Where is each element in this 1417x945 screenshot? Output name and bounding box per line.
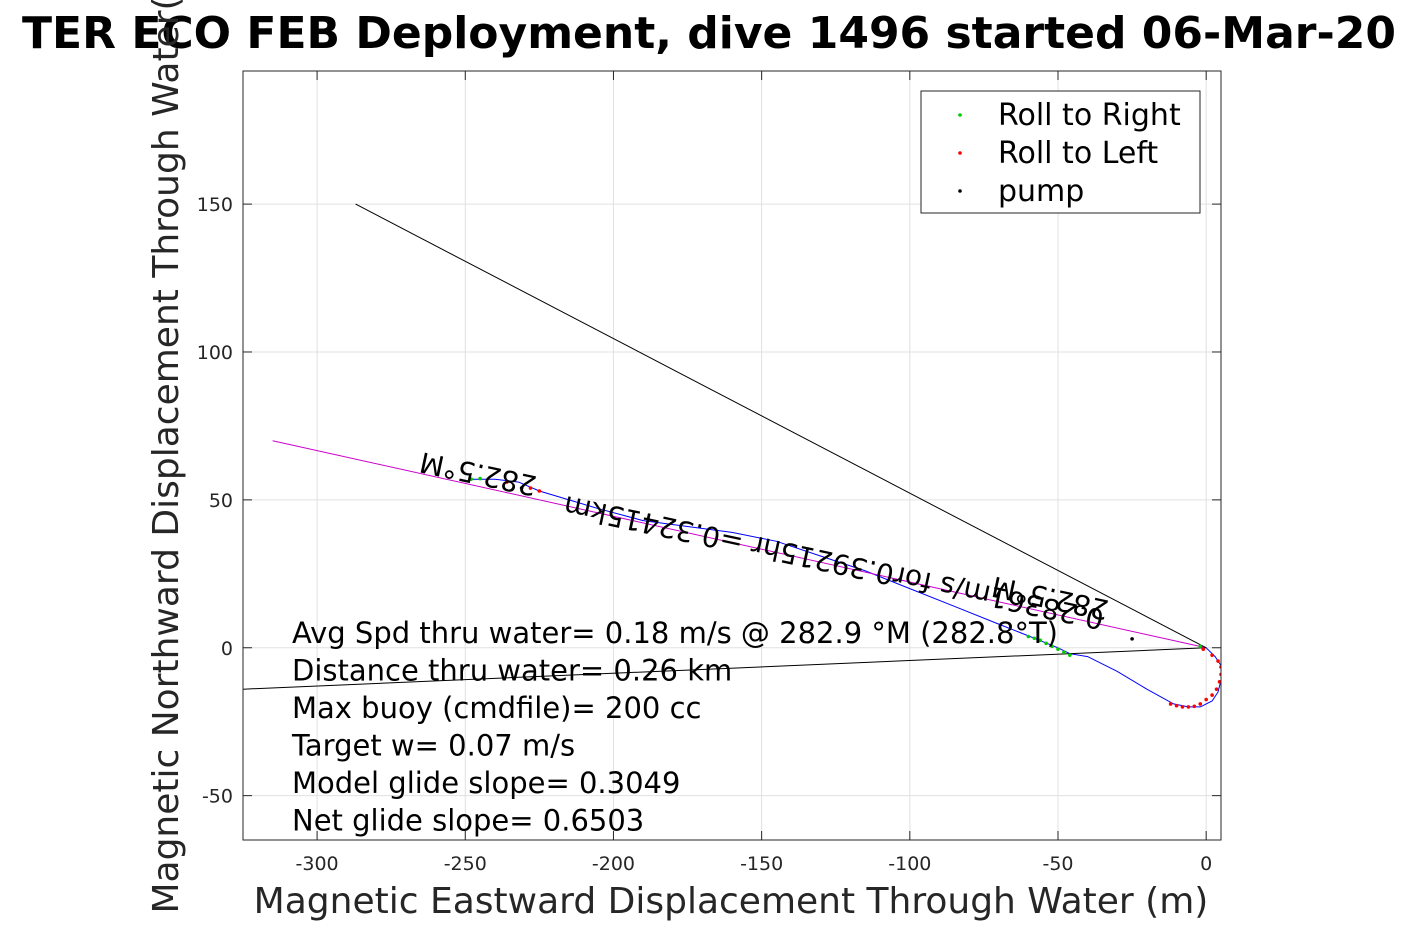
- x-tick-label: -250: [444, 853, 487, 875]
- x-axis-ticks: -300 -250 -200 -150 -100 -50 0: [296, 71, 1212, 875]
- marker-roll-right: [1062, 650, 1066, 654]
- marker-roll-left: [1217, 679, 1221, 684]
- marker-roll-left: [1198, 702, 1203, 706]
- marker-roll-left: [1214, 687, 1219, 691]
- marker-roll-left: [1204, 697, 1208, 702]
- marker-pump: [519, 486, 524, 490]
- y-tick-label: 0: [221, 638, 233, 660]
- marker-roll-left: [504, 480, 509, 484]
- marker-roll-left: [1192, 704, 1197, 709]
- y-tick-label: -50: [202, 786, 233, 808]
- stat-line: Model glide slope= 0.3049: [292, 766, 680, 800]
- marker-roll-right: [1198, 644, 1203, 649]
- marker-roll-left: [1174, 703, 1179, 708]
- series-heading-line: [272, 440, 1207, 649]
- marker-roll-right: [1056, 647, 1060, 652]
- x-tick-label: -100: [888, 853, 931, 875]
- marker-roll-right: [1032, 636, 1037, 641]
- legend-label-pump: pump: [998, 174, 1084, 209]
- marker-roll-right: [478, 476, 482, 481]
- legend-marker-pump: [958, 189, 962, 193]
- legend-box: [920, 90, 1201, 214]
- marker-layer: [469, 476, 1221, 709]
- stat-line: Distance thru water= 0.26 km: [292, 654, 732, 688]
- legend-marker-roll-left: [958, 151, 962, 155]
- marker-roll-left: [1180, 705, 1185, 709]
- x-tick-label: 0: [1200, 853, 1212, 875]
- marker-roll-right: [1026, 634, 1031, 639]
- stat-line: Net glide slope= 0.6503: [292, 804, 644, 838]
- stat-line: Max buoy (cmdfile)= 200 cc: [292, 691, 701, 725]
- marker-roll-right: [469, 477, 474, 481]
- series-reference-line-shallow: [243, 647, 1207, 690]
- y-axis-ticks: -50 0 50 100 150: [197, 194, 1221, 808]
- marker-roll-left: [1210, 693, 1214, 697]
- marker-roll-left: [1168, 702, 1173, 706]
- marker-roll-right: [1038, 638, 1043, 643]
- x-tick-label: -200: [592, 853, 635, 875]
- x-tick-label: -300: [296, 853, 339, 875]
- series-reference-line-steep: [355, 203, 1207, 649]
- chart-title: TER ECO FEB Deployment, dive 1496 starte…: [22, 8, 1396, 59]
- legend-label-roll-left: Roll to Left: [998, 136, 1158, 171]
- legend-marker-roll-right: [958, 113, 962, 117]
- y-axis-label: Magnetic Northward Displacement Through …: [146, 0, 187, 914]
- marker-roll-left: [1201, 647, 1206, 652]
- stat-line: Target w= 0.07 m/s: [291, 729, 575, 763]
- marker-roll-left: [1216, 659, 1220, 663]
- x-tick-label: -50: [1042, 853, 1073, 875]
- grid: [243, 71, 1221, 840]
- marker-roll-left: [537, 489, 542, 493]
- stat-line: Avg Spd thru water= 0.18 m/s @ 282.9 °M …: [292, 616, 1058, 650]
- marker-roll-left: [1186, 705, 1191, 709]
- marker-roll-left: [528, 486, 533, 490]
- marker-roll-right: [1068, 653, 1072, 657]
- legend: Roll to Right Roll to Left pump: [920, 90, 1201, 214]
- marker-roll-right: [1050, 644, 1054, 649]
- marker-pump: [1130, 637, 1134, 641]
- stats-block: Avg Spd thru water= 0.18 m/s @ 282.9 °M …: [291, 616, 1058, 838]
- x-tick-label: -150: [740, 853, 783, 875]
- y-tick-label: 50: [209, 490, 233, 512]
- marker-roll-left: [1210, 653, 1214, 657]
- x-axis-label: Magnetic Eastward Displacement Through W…: [254, 881, 1209, 922]
- marker-roll-right: [1044, 641, 1048, 646]
- axes-box: [242, 70, 1222, 841]
- legend-label-roll-right: Roll to Right: [998, 98, 1181, 133]
- y-tick-label: 150: [197, 194, 233, 216]
- y-tick-label: 100: [197, 342, 233, 364]
